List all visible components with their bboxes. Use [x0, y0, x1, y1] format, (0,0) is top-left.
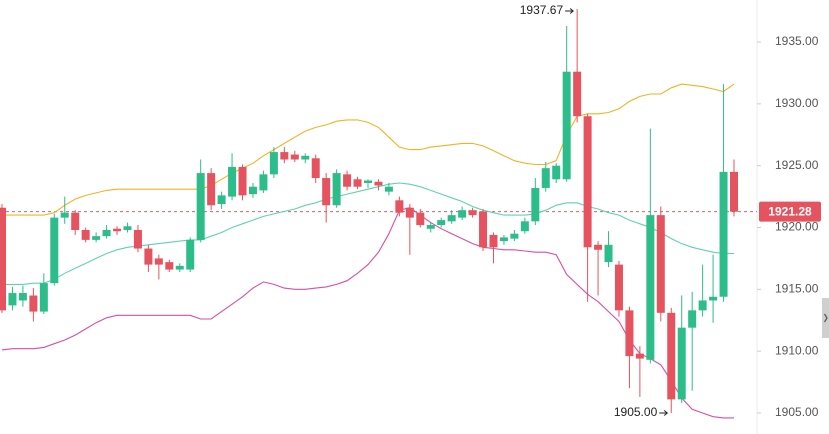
candle-body	[123, 226, 132, 230]
y-tick-label: 1910.00	[775, 343, 819, 357]
y-tick-label: 1925.00	[775, 158, 819, 172]
candle-body	[730, 171, 738, 212]
candle-body	[667, 312, 676, 400]
candle-body	[217, 195, 226, 205]
candle-body	[520, 221, 529, 232]
candle-body	[437, 220, 446, 226]
candle-body	[18, 293, 27, 301]
candle-body	[458, 210, 467, 218]
candle-body	[207, 173, 216, 206]
candle-body	[322, 178, 331, 206]
candle-body	[562, 71, 571, 180]
y-tick-label: 1930.00	[775, 96, 819, 110]
candle-body	[0, 207, 6, 311]
candle-body	[468, 210, 477, 216]
candle-body	[92, 236, 101, 240]
candle-body	[133, 229, 142, 249]
candle-body	[656, 215, 665, 313]
candle-body	[113, 228, 122, 232]
side-tab-arrow[interactable]	[823, 313, 828, 323]
y-tick-label: 1915.00	[775, 282, 819, 296]
candle-body	[364, 180, 372, 183]
candle-body	[269, 152, 278, 175]
high-label: 1937.67	[520, 3, 564, 17]
candle-body	[248, 186, 257, 195]
candle-body	[479, 211, 488, 248]
candle-body	[531, 187, 540, 222]
candle-body	[405, 207, 414, 218]
candle-body	[343, 174, 352, 187]
candle-body	[311, 158, 320, 179]
candle-body	[625, 310, 634, 357]
last-price-badge	[759, 201, 821, 222]
candle-body	[688, 310, 697, 328]
last-price-label: 1921.28	[768, 204, 812, 218]
candle-body	[489, 234, 498, 248]
candle-body	[154, 258, 163, 265]
candle-body	[60, 212, 69, 218]
candle-body	[573, 71, 582, 117]
candle-body	[8, 293, 17, 306]
side-tab[interactable]	[822, 298, 829, 338]
candle-body	[102, 229, 111, 237]
candle-body	[395, 200, 404, 213]
candle-body	[71, 212, 80, 230]
candle-body	[416, 212, 425, 226]
candle-body	[719, 171, 728, 297]
candle-body	[583, 116, 592, 248]
candle-body	[447, 215, 456, 222]
band-line	[1, 207, 734, 419]
candle-body	[552, 165, 561, 180]
candle-body	[374, 181, 383, 186]
candle-body	[541, 168, 550, 188]
low-label: 1905.00	[614, 405, 658, 419]
candle-body	[228, 166, 237, 197]
candle-body	[186, 239, 195, 270]
y-tick-label: 1935.00	[775, 34, 819, 48]
y-tick-label: 1905.00	[775, 405, 819, 419]
candle-body	[614, 264, 623, 311]
candle-body	[499, 237, 508, 242]
candle-body	[332, 173, 341, 206]
candle-body	[426, 225, 435, 229]
candle-body	[646, 215, 655, 360]
candle-body	[604, 244, 613, 263]
candle-body	[259, 174, 268, 191]
candle-body	[81, 229, 90, 240]
candle-body	[50, 217, 59, 284]
candle-body	[353, 179, 362, 187]
candle-body	[196, 173, 205, 240]
candle-body	[290, 154, 299, 160]
candle-body	[165, 262, 174, 270]
candle-body	[677, 327, 686, 400]
band-line	[2, 182, 734, 285]
candle-body	[280, 152, 289, 160]
candle-body	[384, 186, 393, 192]
candle-body	[635, 353, 644, 359]
band-line	[2, 83, 735, 216]
candle-body	[238, 166, 247, 196]
candle-body	[698, 300, 707, 311]
candle-body	[29, 295, 38, 312]
high-arrow	[565, 8, 574, 14]
candle-body	[709, 296, 718, 301]
candle-body	[594, 244, 603, 250]
candle-body	[39, 283, 48, 312]
y-tick-label: 1920.00	[775, 220, 819, 234]
low-arrow	[659, 410, 669, 416]
candle-body	[301, 155, 310, 160]
candle-body	[144, 248, 153, 265]
candle-body	[510, 233, 519, 239]
candle-body	[175, 265, 184, 270]
